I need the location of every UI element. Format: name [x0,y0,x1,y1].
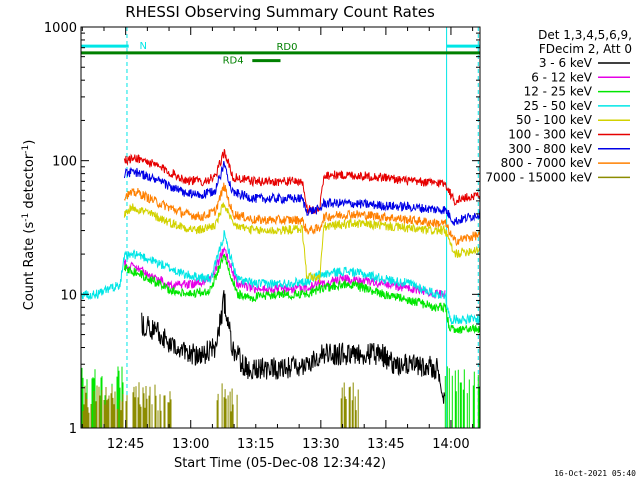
legend-label: 7000 - 15000 keV [485,170,592,184]
y-axis-ticks: 1 10 100 1000 [44,21,480,437]
legend-header-line2: FDecim 2, Att 0 [539,42,632,56]
legend-label: 100 - 300 keV [508,128,592,142]
x-axis-title: Start Time (05-Dec-08 12:34:42) [174,456,386,471]
x-tick-label: 13:00 [172,437,209,452]
series-line-0 [141,290,446,404]
legend-label: 50 - 100 keV [516,113,593,127]
x-tick-label: 14:00 [432,437,469,452]
legend-label: 6 - 12 keV [531,70,593,84]
series-line-2 [123,253,481,334]
series-line-5 [123,148,481,215]
x-tick-label: 13:15 [237,437,274,452]
series-line-6 [123,161,481,226]
legend-label: 25 - 50 keV [524,99,593,113]
chart-title: RHESSI Observing Summary Count Rates [125,3,435,21]
legend-header-line1: Det 1,3,4,5,6,9, [538,28,632,42]
y-tick-label: 10 [60,288,77,303]
low-count-trace-group [81,366,480,428]
plot-frame [80,26,481,429]
legend-label: 800 - 7000 keV [501,156,593,170]
x-tick-label: 12:45 [107,437,144,452]
y-tick-label: 1 [69,422,77,437]
y-axis-title-part1: Count Rate (s [22,222,37,311]
y-axis-title-sup2: -1 [21,145,31,154]
flag-label-rd0: RD0 [276,42,297,53]
legend-label: 12 - 25 keV [524,85,593,99]
y-axis-title: Count Rate (s-1 detector-1) [21,140,37,311]
noise-trace [82,382,359,428]
series-line-7 [123,182,481,247]
y-tick-label: 100 [52,155,77,170]
legend-label: 300 - 800 keV [508,142,592,156]
x-axis-ticks: 12:45 13:00 13:15 13:30 13:45 14:00 [81,27,474,452]
flag-label-n: N [140,41,147,52]
x-tick-label: 13:30 [302,437,339,452]
series-line-1 [123,246,446,300]
series-line-4 [123,202,481,283]
legend-label: 3 - 6 keV [539,56,593,70]
plot-area: N RD0 RD4 [80,27,481,428]
series-line-3 [80,230,481,325]
footer-timestamp: 16-Oct-2021 05:40 [554,469,636,478]
y-axis-title-part2: detector [22,153,37,213]
y-axis-title-sup1: -1 [21,213,31,222]
x-tick-label: 13:45 [367,437,404,452]
y-tick-label: 1000 [44,21,77,36]
y-axis-title-part3: ) [22,140,37,145]
flag-label-rd4: RD4 [223,56,244,67]
